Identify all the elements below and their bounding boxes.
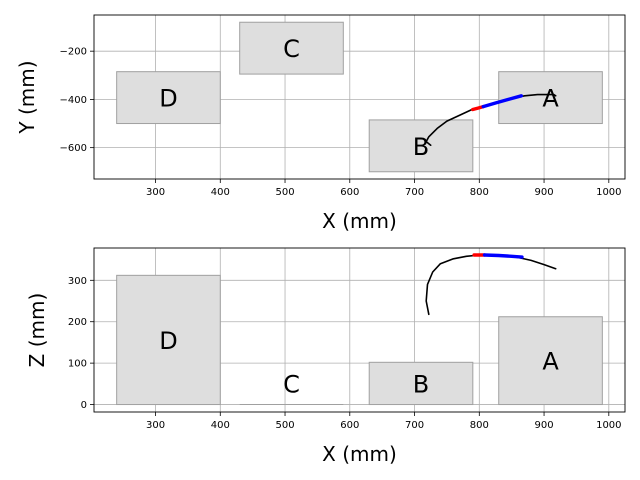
- x-tick-label: 500: [275, 420, 294, 431]
- x-tick-label: 600: [340, 420, 359, 431]
- x-tick-label: 900: [535, 420, 554, 431]
- x-tick-label: 1000: [596, 187, 621, 198]
- box-d: [116, 274, 221, 406]
- x-tick-label: 700: [405, 420, 424, 431]
- x-axis-label: X (mm): [322, 442, 397, 466]
- plot-1: D C B A 300 400 500 600 700 800 900 1000 −600 −400 −20…: [15, 14, 626, 233]
- box-label-b: B: [413, 370, 429, 398]
- x-tick-label: 400: [211, 420, 230, 431]
- y-tick-label: −200: [60, 47, 87, 58]
- x-tick-label: 800: [470, 420, 489, 431]
- y-axis-label: Z (mm): [25, 293, 49, 368]
- series-line-1: [425, 254, 557, 316]
- x-tick-label: 300: [146, 420, 165, 431]
- y-tick-label: 100: [68, 359, 87, 370]
- box-b: [368, 361, 474, 406]
- box-d: [116, 71, 221, 125]
- plot-frame: [93, 247, 626, 413]
- box-label-b: B: [413, 133, 429, 161]
- series-line-2: [471, 104, 485, 112]
- box-c: [239, 21, 344, 75]
- x-tick-label: 800: [470, 187, 489, 198]
- x-tick-label: 600: [340, 187, 359, 198]
- box-label-c: C: [283, 35, 300, 63]
- x-axis-label: X (mm): [322, 209, 397, 233]
- y-tick-label: −400: [60, 95, 87, 106]
- plot-2: D C B A 300 400 500 600 700 800 900 1000 0 100 200 300 X…: [25, 247, 626, 466]
- x-tick-label: 700: [405, 187, 424, 198]
- x-tick-label: 1000: [596, 420, 621, 431]
- y-tick-label: −600: [60, 143, 87, 154]
- box-a: [498, 316, 603, 406]
- box-label-d: D: [159, 85, 177, 113]
- box-label-a: A: [542, 85, 559, 113]
- plot-frame: [93, 14, 626, 180]
- x-tick-label: 300: [146, 187, 165, 198]
- x-tick-label: 900: [535, 187, 554, 198]
- series-line-3: [482, 253, 524, 259]
- plot-area: [116, 253, 603, 406]
- x-tick-label: 400: [211, 187, 230, 198]
- box-b: [368, 119, 474, 173]
- box-label-c: C: [283, 371, 300, 399]
- x-tick-label: 500: [275, 187, 294, 198]
- plot-area: [116, 21, 603, 173]
- y-tick-label: 300: [68, 276, 87, 287]
- y-tick-label: 200: [68, 317, 87, 328]
- y-axis-label: Y (mm): [15, 60, 39, 134]
- y-tick-label: 0: [81, 400, 87, 411]
- box-label-d: D: [159, 327, 177, 355]
- series-line-3: [481, 94, 524, 109]
- box-label-a: A: [542, 348, 559, 376]
